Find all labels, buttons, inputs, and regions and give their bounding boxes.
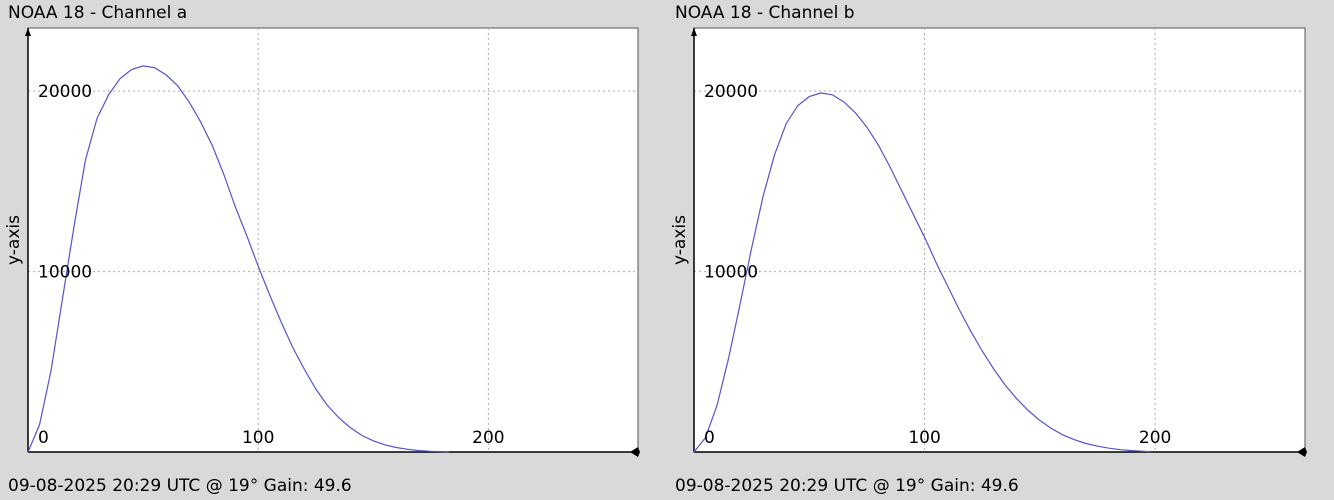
chart-canvas-channel-a: 0 100 200 20000 10000 y-axis xyxy=(4,27,640,457)
x-axis-arrow xyxy=(1297,447,1307,457)
chart-canvas-channel-b: 0 100 200 20000 10000 y-axis xyxy=(670,27,1307,457)
plot-area xyxy=(27,27,639,453)
series-line xyxy=(27,65,450,453)
chart-footer-status: 09-08-2025 20:29 UTC @ 19° Gain: 49.6 xyxy=(8,476,352,496)
x-tick-label: 200 xyxy=(1139,428,1171,448)
y-tick-label: 20000 xyxy=(38,82,92,102)
chart-title: NOAA 18 - Channel b xyxy=(675,3,855,23)
x-tick-label: 100 xyxy=(242,428,274,448)
x-axis-arrow xyxy=(630,447,640,457)
y-axis-label: y-axis xyxy=(4,215,24,265)
chart-title: NOAA 18 - Channel a xyxy=(8,3,188,23)
x-tick-label: 100 xyxy=(908,428,940,448)
y-axis-arrow xyxy=(691,28,697,36)
y-tick-label: 10000 xyxy=(704,263,758,283)
x-tick-label: 0 xyxy=(38,428,49,448)
chart-panel-channel-b: 0 100 200 20000 10000 y-axis NOAA 18 - Channe… xyxy=(667,0,1334,500)
y-axis-label: y-axis xyxy=(670,215,690,265)
x-tick-label: 200 xyxy=(472,428,504,448)
x-tick-label: 0 xyxy=(704,428,715,448)
chart-footer-status: 09-08-2025 20:29 UTC @ 19° Gain: 49.6 xyxy=(675,476,1019,496)
y-axis-arrow xyxy=(25,28,31,36)
y-tick-label: 10000 xyxy=(38,263,92,283)
chart-panel-channel-a: 0 100 200 20000 10000 y-axis NOAA 18 - Channe… xyxy=(4,3,640,496)
y-tick-label: 20000 xyxy=(704,82,758,102)
plot-area xyxy=(693,27,1306,453)
series-line xyxy=(693,92,1151,453)
